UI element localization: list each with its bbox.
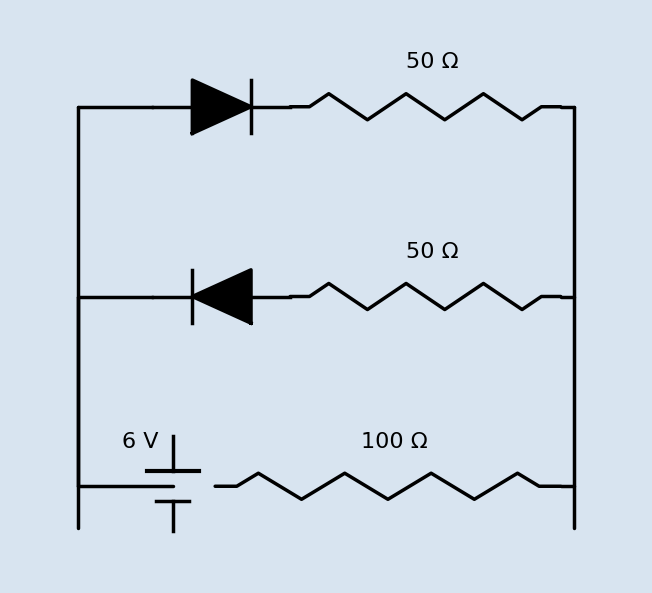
Text: 6 V: 6 V <box>122 432 158 452</box>
Polygon shape <box>192 270 251 323</box>
Text: 100 Ω: 100 Ω <box>361 432 428 452</box>
Polygon shape <box>192 80 251 133</box>
Text: 50 Ω: 50 Ω <box>406 242 458 262</box>
Text: 50 Ω: 50 Ω <box>406 52 458 72</box>
